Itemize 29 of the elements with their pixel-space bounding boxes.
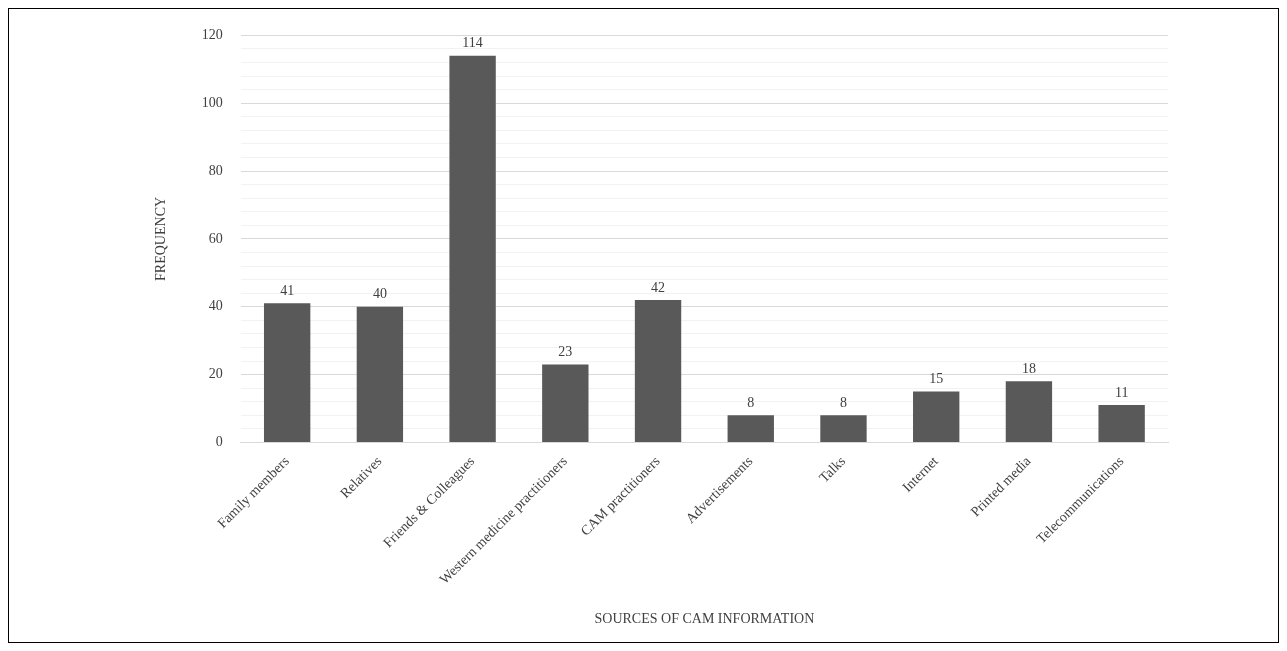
bar xyxy=(356,306,404,442)
data-label: 41 xyxy=(280,283,295,299)
y-tick-label: 100 xyxy=(201,94,223,110)
y-tick-label: 80 xyxy=(208,162,223,178)
y-tick-label: 40 xyxy=(208,298,223,314)
data-label: 42 xyxy=(651,279,666,295)
bar xyxy=(820,415,867,442)
bar xyxy=(913,391,960,442)
data-label: 18 xyxy=(1021,361,1036,377)
y-tick-label: 120 xyxy=(201,27,223,43)
bar xyxy=(727,415,774,442)
data-label: 23 xyxy=(558,344,573,360)
bar xyxy=(634,299,682,442)
data-label: 114 xyxy=(462,35,483,51)
data-label: 11 xyxy=(1114,384,1129,400)
y-tick-label: 60 xyxy=(208,230,223,246)
bar xyxy=(263,303,311,442)
y-tick-label: 20 xyxy=(208,366,223,382)
bar xyxy=(449,55,496,442)
y-axis-title: FREQUENCY xyxy=(153,196,169,281)
data-label: 8 xyxy=(747,394,755,410)
bar xyxy=(542,364,589,442)
y-tick-label: 0 xyxy=(215,434,223,450)
bar xyxy=(1098,405,1145,442)
x-axis-title: SOURCES OF CAM INFORMATION xyxy=(594,611,815,627)
data-label: 8 xyxy=(839,394,847,410)
bar xyxy=(1005,381,1053,442)
data-label: 15 xyxy=(929,371,944,387)
data-label: 40 xyxy=(372,286,387,302)
